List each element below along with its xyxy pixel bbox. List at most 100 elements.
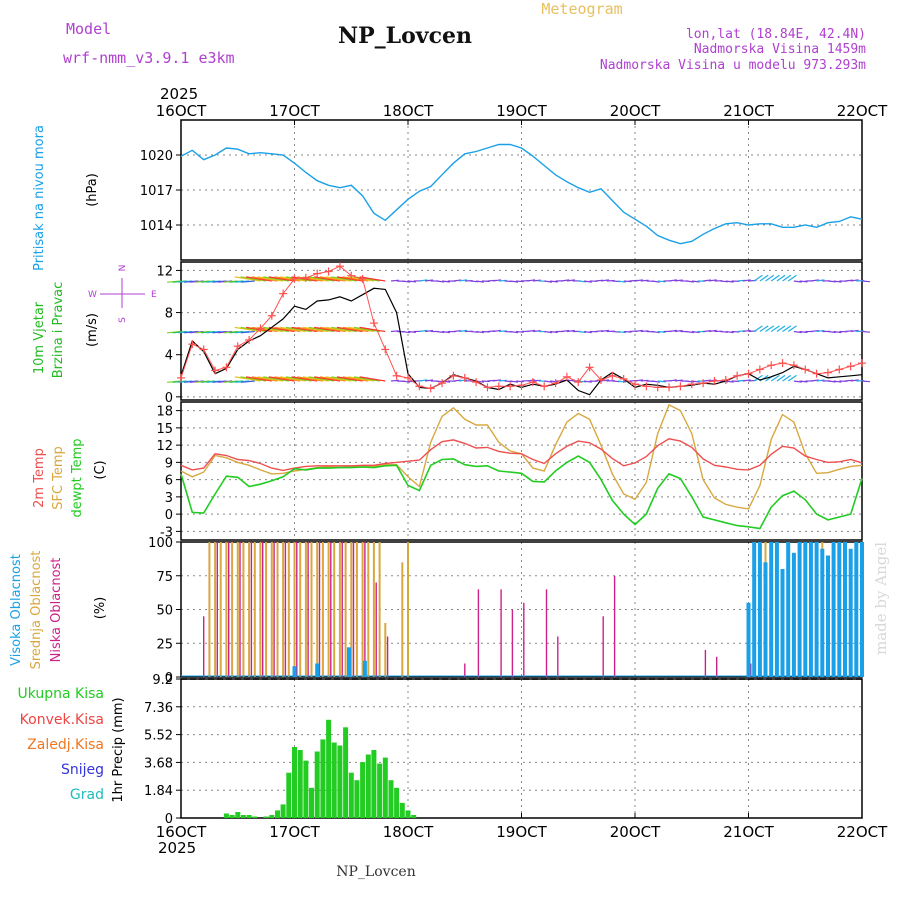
- cloud-low-bar: [545, 589, 548, 678]
- precip-bar: [229, 815, 235, 818]
- wind-arrow: [765, 325, 775, 332]
- wind-arrow: [640, 379, 649, 382]
- wind-arrow: [246, 376, 272, 382]
- wind-arrow: [703, 330, 712, 333]
- wind-speed-marker: [562, 372, 571, 381]
- y-tick-label: 1017: [140, 184, 173, 199]
- wind-arrow: [348, 376, 375, 382]
- cloud-high-bar: [826, 555, 830, 677]
- wind-arrow: [314, 376, 340, 382]
- wind-arrow: [578, 280, 587, 283]
- wind-arrow: [476, 330, 485, 334]
- wind-arrow: [799, 330, 808, 334]
- wind-speed-marker: [619, 374, 628, 383]
- wind-arrow: [532, 279, 541, 282]
- wind-arrow: [634, 329, 643, 333]
- cloud-mid-bar: [321, 542, 324, 677]
- precip-bar: [405, 810, 411, 818]
- wind-arrow: [674, 379, 683, 382]
- wind-speed-marker: [199, 345, 208, 354]
- cloud-low-bar: [386, 636, 389, 677]
- cloud-mid-bar: [214, 542, 217, 677]
- precip-bar: [269, 815, 275, 818]
- wind-arrow: [668, 329, 678, 333]
- wind-arrow: [725, 380, 734, 383]
- wind-speed-marker: [755, 365, 764, 374]
- panel-frame: [180, 678, 863, 819]
- precip-ylabel: 1hr Precip (mm): [111, 697, 126, 802]
- precip-bar: [309, 787, 314, 818]
- wind-arrow: [770, 374, 780, 382]
- cloud-mid-bar: [310, 542, 313, 677]
- wind-speed-marker: [472, 378, 481, 387]
- wind-arrow: [600, 279, 609, 282]
- wind-arrow: [297, 376, 323, 382]
- wind-speed-marker: [789, 361, 798, 370]
- wind-arrow: [686, 380, 695, 383]
- wind-arrow: [810, 329, 819, 333]
- y-tick-label: 9.2: [152, 673, 173, 688]
- wind-speed-marker: [823, 368, 832, 377]
- cloud-mid-bar: [344, 542, 347, 677]
- cloud-low-bar: [602, 616, 604, 678]
- wind-arrow: [753, 325, 763, 332]
- precip-legend: Ukupna Kisa Konvek.Kisa Zaledj.Kisa Snij…: [17, 686, 104, 803]
- wind-arrow: [578, 330, 587, 334]
- x-tick-label-bottom: 16OCT: [156, 823, 207, 841]
- wind-speed-marker: [596, 375, 605, 384]
- wind-arrow: [453, 279, 462, 282]
- wind-arrow: [336, 326, 363, 333]
- cloud-mid-bar: [327, 542, 330, 677]
- cloud-low-bar: [511, 609, 514, 677]
- precip-bar: [337, 745, 343, 818]
- wind-speed-marker: [858, 359, 866, 368]
- wind-arrow: [833, 280, 842, 283]
- wind-arrow: [402, 330, 411, 334]
- cloud-mid-bar: [316, 542, 319, 677]
- wind-arrow: [759, 325, 769, 332]
- cloud-low-bar: [704, 650, 707, 677]
- wind-arrow: [703, 279, 712, 282]
- precip-bar: [399, 802, 405, 818]
- precip-bar: [388, 780, 394, 818]
- wind-speed-marker: [801, 365, 810, 374]
- y-tick-label: 1014: [140, 219, 173, 234]
- wind-arrow: [532, 330, 541, 333]
- wind-speed-marker: [381, 345, 390, 354]
- wind-arrow: [442, 330, 451, 334]
- wind-arrow: [617, 330, 626, 334]
- cloud-high-bar: [763, 562, 768, 678]
- wind-arrow: [407, 280, 417, 283]
- cloud-mid-bar: [401, 562, 404, 678]
- precip-bar: [314, 751, 320, 818]
- wind-arrow: [291, 376, 318, 382]
- wind-arrow: [436, 280, 445, 283]
- wind-arrow: [532, 379, 541, 382]
- y-tick-label: 4: [165, 349, 173, 364]
- wind-arrow: [240, 280, 255, 283]
- wind-speed-marker: [245, 335, 254, 344]
- wind-arrow: [493, 279, 502, 282]
- wind-arrow: [844, 279, 853, 282]
- cloud-subtitle: Srednja Oblacnost: [29, 551, 44, 670]
- model-name: wrf-nmm_v3.9.1 e3km: [63, 49, 235, 67]
- cloud-high-bar: [814, 542, 819, 677]
- legend-hail: Grad: [70, 787, 104, 803]
- wind-arrow: [308, 326, 335, 333]
- precip-bar: [326, 719, 332, 818]
- plots-layer: 10141017102004812-3036912151802550751000…: [140, 102, 888, 841]
- wind-arrow: [527, 279, 536, 282]
- wind-arrow: [691, 330, 700, 334]
- cloud-low-bar: [250, 542, 253, 677]
- wind-arrow: [799, 380, 808, 383]
- wind-arrow: [753, 374, 763, 382]
- wind-arrow: [402, 280, 411, 283]
- wind-arrow: [742, 279, 751, 282]
- wind-arrow: [549, 380, 558, 383]
- precip-bar: [354, 780, 360, 818]
- cloud-mid-bar: [270, 542, 273, 677]
- y-tick-label: 9: [165, 456, 173, 471]
- wind-speed-marker: [846, 362, 855, 371]
- wind-arrow: [527, 329, 536, 333]
